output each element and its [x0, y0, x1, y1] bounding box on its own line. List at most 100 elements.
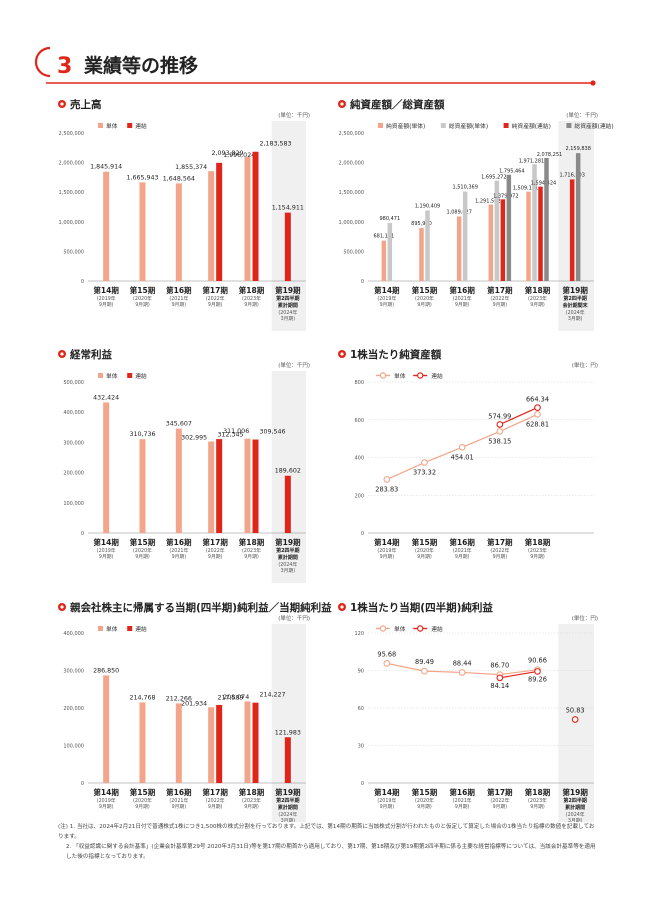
- data-point: [496, 428, 504, 435]
- x-category-label: 第19期: [562, 285, 588, 295]
- legend-swatch: [127, 626, 133, 631]
- legend-label: 総資産額(連結): [574, 122, 613, 130]
- bar-assets: [494, 180, 500, 281]
- x-category-label: 第15期: [130, 285, 156, 295]
- point-value-label: 90.66: [528, 657, 547, 665]
- bar-value-label: 309,546: [260, 429, 286, 436]
- bar-sales: [216, 162, 223, 281]
- y-tick-label: 400,000: [63, 410, 84, 416]
- bar-assets: [526, 191, 531, 281]
- x-category-sub: 3月期): [568, 316, 583, 322]
- x-category-sub: 9月期): [99, 804, 114, 810]
- y-tick-label: 90: [358, 669, 364, 675]
- x-category-sub: 9月期): [417, 804, 432, 810]
- bar-value-label: 1,594,424: [531, 181, 556, 187]
- x-category-label: 第17期: [202, 285, 228, 295]
- x-category-sub: 3月期): [281, 316, 296, 322]
- current-period-band: [271, 624, 306, 822]
- x-category-sub: (2020年: [415, 797, 434, 804]
- x-category-label: 第17期: [487, 285, 513, 295]
- x-category-label: 第19期: [562, 787, 588, 797]
- x-category-sub: (2022年: [206, 295, 225, 302]
- bar-netincome: [103, 675, 110, 783]
- point-value-label: 86.70: [490, 662, 509, 670]
- bar-assets: [387, 222, 393, 281]
- bar-value-label: 1,291,562: [475, 199, 500, 205]
- x-category-sub: 9月期): [493, 804, 508, 810]
- bar-sales: [103, 171, 110, 281]
- bar-value-label: 121,983: [275, 729, 301, 736]
- data-point: [534, 410, 541, 418]
- bar-ordinary: [208, 441, 215, 533]
- x-category-sub: (2021年: [453, 797, 472, 804]
- x-category-sub: 9月期): [530, 804, 545, 810]
- bar-value-label: 217,589: [217, 694, 243, 701]
- bar-sales: [208, 171, 215, 281]
- x-category-sub: 累計期間: [278, 804, 298, 811]
- title-bullet-dot: [60, 605, 64, 609]
- x-category-sub: 第2四半期: [276, 547, 299, 554]
- charts-area: 売上高(単位：千円)単体 連結2,500,0002,000,0001,500,00…: [58, 98, 614, 822]
- title-bullet-dot: [60, 102, 64, 106]
- y-tick-label: 1,000,000: [339, 220, 364, 226]
- bar-value-label: 1,509,151: [513, 186, 538, 192]
- x-category-label: 第15期: [412, 285, 438, 295]
- legend-marker: [417, 625, 424, 632]
- x-category-sub: 9月期): [530, 554, 545, 560]
- x-category-sub: (2021年: [453, 547, 472, 554]
- x-category-sub: (2022年: [490, 295, 509, 302]
- x-category-label: 第15期: [130, 537, 156, 547]
- y-tick-label: 100,000: [63, 744, 84, 750]
- x-category-sub: (2021年: [169, 295, 188, 302]
- x-category-sub: 9月期): [530, 302, 545, 308]
- point-value-label: 89.26: [528, 675, 547, 683]
- bar-value-label: 1,695,272: [481, 175, 506, 181]
- y-tick-label: 400,000: [63, 631, 84, 637]
- x-category-sub: (2020年: [133, 797, 152, 804]
- x-category-sub: 9月期): [380, 804, 395, 810]
- y-tick-label: 0: [361, 781, 364, 787]
- x-category-sub: 9月期): [135, 554, 150, 560]
- series-line-連結: [499, 670, 538, 679]
- legend-label: 連結: [431, 372, 443, 380]
- x-category-sub: 9月期): [455, 302, 470, 308]
- bar-value-label: 302,995: [181, 434, 207, 441]
- data-point: [496, 421, 504, 428]
- y-tick-label: 120: [354, 631, 364, 637]
- bar-assets: [538, 186, 543, 281]
- y-tick-label: 100,000: [63, 501, 84, 507]
- x-category-label: 第14期: [93, 285, 119, 295]
- x-category-label: 第19期: [275, 787, 301, 797]
- x-category-label: 第19期: [275, 285, 301, 295]
- bar-value-label: 2,159,838: [565, 146, 590, 152]
- legend-label: 単体: [394, 625, 406, 633]
- x-category-label: 第14期: [374, 285, 400, 295]
- x-category-label: 第14期: [374, 787, 400, 797]
- bar-sales: [244, 157, 251, 281]
- bar-value-label: 214,227: [260, 692, 286, 699]
- x-category-label: 第16期: [449, 537, 475, 547]
- bar-value-label: 1,154,911: [272, 205, 304, 212]
- x-category-label: 第14期: [374, 537, 400, 547]
- data-point: [534, 668, 541, 675]
- x-category-sub: 3月期): [281, 568, 296, 574]
- x-category-sub: (2024年: [566, 811, 585, 818]
- legend-marker: [417, 372, 424, 379]
- data-point: [383, 476, 391, 483]
- point-value-label: 283.83: [375, 485, 398, 493]
- bar-value-label: 1,510,369: [452, 185, 477, 191]
- bar-sales: [139, 182, 146, 281]
- bar-netincome: [175, 703, 182, 783]
- legend-swatch: [98, 626, 103, 631]
- y-tick-label: 800: [354, 380, 364, 386]
- current-period-band: [558, 624, 594, 822]
- y-tick-label: 2,000,000: [59, 161, 84, 167]
- section-header: 3 業績等の推移: [34, 46, 596, 86]
- x-category-label: 第17期: [202, 537, 228, 547]
- y-tick-label: 30: [358, 744, 364, 750]
- bar-ordinary: [252, 439, 259, 533]
- x-category-label: 第16期: [449, 787, 475, 797]
- bar-value-label: 681,191: [373, 234, 394, 240]
- bar-value-label: 312,345: [217, 432, 243, 439]
- x-category-sub: 3月期): [568, 818, 583, 822]
